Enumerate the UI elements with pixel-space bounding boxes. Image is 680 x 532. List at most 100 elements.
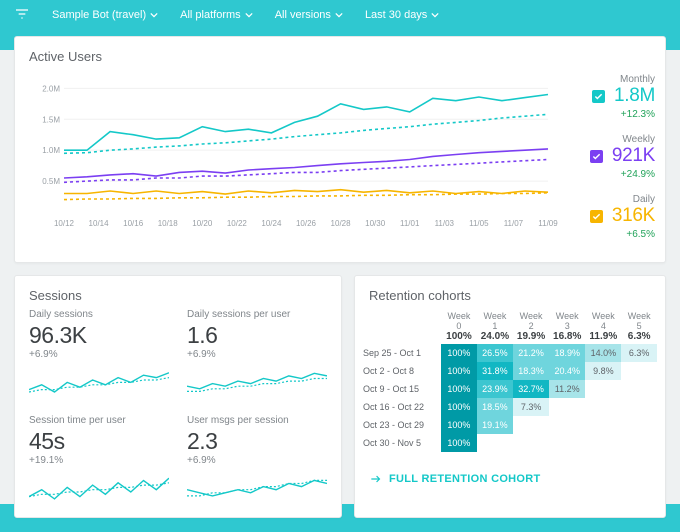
retention-cell: 32.7%: [513, 380, 549, 398]
filter-icon[interactable]: [14, 6, 30, 25]
retention-cell: 18.9%: [549, 344, 585, 362]
retention-col-header: Week 56.3%: [621, 309, 657, 344]
svg-text:11/07: 11/07: [504, 219, 524, 228]
legend-item: Daily 316K +6.5%: [569, 194, 655, 240]
metric-delta: +6.9%: [187, 455, 327, 466]
session-metric: Daily sessions 96.3K +6.9%: [29, 309, 169, 399]
retention-cell: 100%: [441, 362, 477, 380]
metric-delta: +6.9%: [29, 349, 169, 360]
metric-delta: +19.1%: [29, 455, 169, 466]
card-title: Sessions: [15, 276, 341, 309]
svg-text:0.5M: 0.5M: [42, 177, 60, 186]
retention-col-header: Week 316.8%: [549, 309, 585, 344]
svg-text:10/16: 10/16: [123, 219, 144, 228]
metric-value: 1.6: [187, 322, 327, 349]
retention-row: Sep 25 - Oct 1100%26.5%21.2%18.9%14.0%6.…: [363, 344, 657, 362]
svg-text:1.5M: 1.5M: [42, 115, 60, 124]
chevron-down-icon: [245, 11, 253, 19]
svg-text:10/18: 10/18: [158, 219, 179, 228]
retention-cell: 23.9%: [477, 380, 513, 398]
legend-checkbox[interactable]: [590, 150, 603, 163]
svg-text:11/09: 11/09: [538, 219, 558, 228]
filter-dropdown[interactable]: Sample Bot (travel): [52, 9, 158, 21]
svg-text:10/28: 10/28: [331, 219, 352, 228]
full-retention-link[interactable]: FULL RETENTION COHORT: [355, 462, 665, 490]
svg-text:10/20: 10/20: [192, 219, 213, 228]
metric-value: 96.3K: [29, 322, 169, 349]
metric-value: 2.3: [187, 428, 327, 455]
retention-row: Oct 16 - Oct 22100%18.5%7.3%: [363, 398, 657, 416]
sparkline: [29, 472, 169, 502]
retention-table: Week 0100%Week 124.0%Week 219.9%Week 316…: [363, 309, 657, 452]
retention-cell: 9.8%: [585, 362, 621, 380]
retention-row-label: Oct 9 - Oct 15: [363, 380, 441, 398]
legend-item: Weekly 921K +24.9%: [569, 134, 655, 180]
retention-cell: 7.3%: [513, 398, 549, 416]
legend-value: 1.8M: [614, 85, 655, 107]
filter-dropdown[interactable]: All versions: [275, 9, 343, 21]
svg-text:10/14: 10/14: [89, 219, 110, 228]
retention-cell: 19.1%: [477, 416, 513, 434]
retention-cell: 26.5%: [477, 344, 513, 362]
chevron-down-icon: [431, 11, 439, 19]
svg-text:10/30: 10/30: [365, 219, 386, 228]
retention-cell: 11.2%: [549, 380, 585, 398]
legend-checkbox[interactable]: [590, 210, 603, 223]
legend-value: 316K: [612, 205, 655, 227]
sparkline: [187, 366, 327, 396]
legend-delta: +24.9%: [569, 169, 655, 180]
retention-row: Oct 9 - Oct 15100%23.9%32.7%11.2%: [363, 380, 657, 398]
metric-label: Session time per user: [29, 415, 169, 426]
session-metric: Daily sessions per user 1.6 +6.9%: [187, 309, 327, 399]
legend-delta: +6.5%: [569, 229, 655, 240]
retention-col-header: Week 411.9%: [585, 309, 621, 344]
retention-cell: 100%: [441, 416, 477, 434]
retention-row: Oct 23 - Oct 29100%19.1%: [363, 416, 657, 434]
retention-row-label: Oct 2 - Oct 8: [363, 362, 441, 380]
active-users-card: Active Users 2.0M 1.5M 1.0M 0.5M 10/12 10/14 1…: [14, 36, 666, 263]
svg-text:11/05: 11/05: [469, 219, 489, 228]
legend-item: Monthly 1.8M +12.3%: [569, 74, 655, 120]
metric-label: User msgs per session: [187, 415, 327, 426]
sparkline: [187, 472, 327, 502]
chevron-down-icon: [150, 11, 158, 19]
retention-col-header: Week 124.0%: [477, 309, 513, 344]
retention-cell: 14.0%: [585, 344, 621, 362]
retention-row-label: Oct 30 - Nov 5: [363, 434, 441, 452]
svg-text:10/26: 10/26: [296, 219, 317, 228]
svg-text:2.0M: 2.0M: [42, 84, 60, 93]
filter-dropdown[interactable]: All platforms: [180, 9, 253, 21]
retention-row-label: Oct 23 - Oct 29: [363, 416, 441, 434]
retention-cell: 20.4%: [549, 362, 585, 380]
metric-label: Daily sessions: [29, 309, 169, 320]
card-title: Active Users: [15, 37, 665, 70]
retention-cell: 18.5%: [477, 398, 513, 416]
svg-text:10/12: 10/12: [54, 219, 75, 228]
retention-cell: 100%: [441, 434, 477, 452]
session-metric: User msgs per session 2.3 +6.9%: [187, 415, 327, 505]
retention-cell: 31.8%: [477, 362, 513, 380]
legend-delta: +12.3%: [569, 109, 655, 120]
retention-cell: 100%: [441, 344, 477, 362]
legend-checkbox[interactable]: [592, 90, 605, 103]
retention-cell: 100%: [441, 380, 477, 398]
retention-col-header: Week 219.9%: [513, 309, 549, 344]
sparkline: [29, 366, 169, 396]
svg-text:10/24: 10/24: [261, 219, 282, 228]
svg-text:10/22: 10/22: [227, 219, 248, 228]
svg-text:1.0M: 1.0M: [42, 146, 60, 155]
svg-text:11/01: 11/01: [400, 219, 420, 228]
retention-row: Oct 30 - Nov 5100%: [363, 434, 657, 452]
svg-text:11/03: 11/03: [435, 219, 455, 228]
active-users-legend: Monthly 1.8M +12.3% Weekly 921K +24.9% D…: [563, 70, 655, 254]
retention-row: Oct 2 - Oct 8100%31.8%18.3%20.4%9.8%: [363, 362, 657, 380]
filter-dropdown[interactable]: Last 30 days: [365, 9, 439, 21]
card-title: Retention cohorts: [355, 276, 665, 309]
chevron-down-icon: [335, 11, 343, 19]
retention-cell: 6.3%: [621, 344, 657, 362]
retention-row-label: Sep 25 - Oct 1: [363, 344, 441, 362]
session-metric: Session time per user 45s +19.1%: [29, 415, 169, 505]
retention-col-header: Week 0100%: [441, 309, 477, 344]
sessions-card: Sessions Daily sessions 96.3K +6.9% Dail…: [14, 275, 342, 518]
metric-delta: +6.9%: [187, 349, 327, 360]
